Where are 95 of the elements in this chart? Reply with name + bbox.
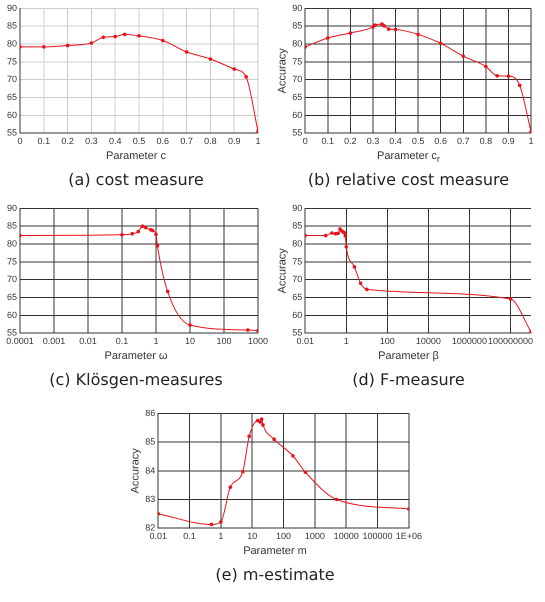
x-tick-label: 0.6 — [434, 136, 447, 146]
y-axis-title: Accuracy — [276, 248, 289, 294]
y-tick-label: 85 — [6, 220, 18, 231]
y-tick-label: 60 — [6, 110, 18, 120]
y-tick-label: 60 — [6, 310, 18, 320]
x-tick-label: 0.01 — [149, 531, 167, 542]
y-tick-label: 90 — [6, 2, 18, 13]
x-tick-label: 0.001 — [42, 336, 66, 346]
y-tick-label: 85 — [6, 20, 18, 31]
y-tick-label: 60 — [292, 110, 302, 120]
y-tick-label: 90 — [292, 2, 302, 13]
x-tick-label: 0.1 — [322, 136, 334, 146]
x-tick-label: 100000 — [362, 531, 393, 542]
y-tick-label: 84 — [145, 465, 156, 476]
x-tick-label: 1 — [528, 136, 534, 146]
text: (d) F-measure — [351, 370, 466, 389]
x-tick-label: 0.5 — [412, 136, 424, 146]
y-tick-label: 75 — [292, 256, 302, 266]
x-tick-label: 10 — [247, 531, 258, 542]
x-axis-title: Parameter m — [242, 545, 308, 559]
y-tick-label: 86 — [145, 408, 156, 418]
y-tick-label: 75 — [6, 256, 18, 266]
y-tick-label: 65 — [6, 92, 18, 102]
y-tick-label: 90 — [292, 202, 302, 213]
x-axis-title: Parameter ω — [104, 350, 168, 364]
y-tick-label: 70 — [292, 274, 302, 284]
x-tick-label: 0.7 — [457, 136, 470, 146]
x-tick-label: 0.1 — [116, 336, 128, 346]
x-tick-label: 1 — [255, 136, 261, 146]
x-tick-label: 0.2 — [344, 136, 357, 146]
x-tick-label: 1000 — [248, 336, 268, 346]
y-axis-title: Accuracy — [276, 48, 289, 94]
y-tick-label: 83 — [145, 494, 156, 504]
x-tick-label: 1E+06 — [396, 531, 422, 542]
x-tick-label: 0.3 — [85, 136, 98, 146]
x-tick-label: 0.4 — [389, 136, 402, 146]
y-axis-title: Accuracy — [130, 448, 142, 494]
y-tick-label: 60 — [292, 310, 302, 320]
y-tick-label: 55 — [6, 128, 18, 138]
text: (c) Klösgen-measures — [48, 370, 224, 389]
text: (a) cost measure — [67, 170, 205, 189]
x-tick-label: 0.7 — [180, 136, 193, 146]
y-tick-label: 65 — [292, 92, 302, 102]
y-tick-label: 80 — [292, 38, 302, 49]
x-tick-label: 100 — [276, 531, 292, 542]
x-axis-title: Parameter β — [377, 350, 440, 364]
text: (e) m-estimate — [214, 565, 336, 584]
y-tick-label: 70 — [292, 74, 302, 84]
x-tick-label: 0.01 — [296, 336, 314, 346]
y-tick-label: 85 — [292, 220, 302, 231]
x-tick-label: 0.01 — [79, 336, 97, 346]
x-tick-label: 0.3 — [366, 136, 380, 146]
text: (b) relative cost measure — [306, 170, 510, 189]
y-tick-label: 70 — [6, 74, 18, 84]
x-tick-label: 0.1 — [183, 531, 196, 542]
x-tick-label: 0.0001 — [6, 336, 34, 346]
x-tick-label: 100 — [380, 336, 395, 346]
x-tick-label: 0.6 — [156, 136, 170, 146]
y-tick-label: 55 — [292, 328, 302, 338]
x-tick-label: 10000 — [334, 531, 359, 542]
x-tick-label: 1000 — [304, 531, 325, 542]
x-axis-title: Parameter c — [105, 150, 167, 164]
y-tick-label: 80 — [6, 238, 18, 249]
y-tick-label: 85 — [145, 436, 156, 447]
x-tick-label: 100 — [216, 336, 232, 346]
x-axis-title: Parameter c$_{r}$ — [376, 150, 441, 166]
x-tick-label: 10000 — [416, 336, 441, 346]
x-tick-label: 0.4 — [108, 136, 122, 146]
x-tick-label: 0.5 — [132, 136, 146, 146]
y-tick-label: 80 — [292, 238, 302, 249]
x-tick-label: 0.1 — [38, 136, 50, 146]
y-tick-label: 65 — [292, 292, 302, 302]
x-tick-label: 1 — [153, 336, 159, 346]
x-tick-label: 0.9 — [228, 136, 240, 146]
y-tick-label: 85 — [292, 20, 302, 31]
y-tick-label: 70 — [6, 274, 18, 284]
y-tick-label: 55 — [292, 128, 302, 138]
x-tick-label: 0.8 — [480, 136, 492, 146]
x-tick-label: 1000000 — [452, 336, 487, 346]
y-tick-label: 75 — [292, 56, 302, 66]
x-tick-label: 0 — [18, 136, 23, 146]
x-tick-label: 10 — [184, 336, 196, 346]
y-tick-label: 55 — [6, 328, 18, 338]
x-tick-label: 1 — [218, 531, 224, 542]
x-tick-label: 0 — [302, 136, 308, 146]
y-tick-label: 82 — [145, 522, 156, 533]
x-tick-label: 1 — [344, 336, 349, 346]
y-tick-label: 65 — [6, 292, 18, 302]
x-tick-label: 100000000 — [488, 336, 534, 346]
x-tick-label: 0.9 — [502, 136, 515, 146]
x-tick-label: 0.8 — [204, 136, 217, 146]
y-tick-label: 90 — [6, 202, 18, 213]
x-tick-label: 0.2 — [61, 136, 74, 146]
y-tick-label: 75 — [6, 56, 18, 66]
y-tick-label: 80 — [6, 38, 18, 49]
